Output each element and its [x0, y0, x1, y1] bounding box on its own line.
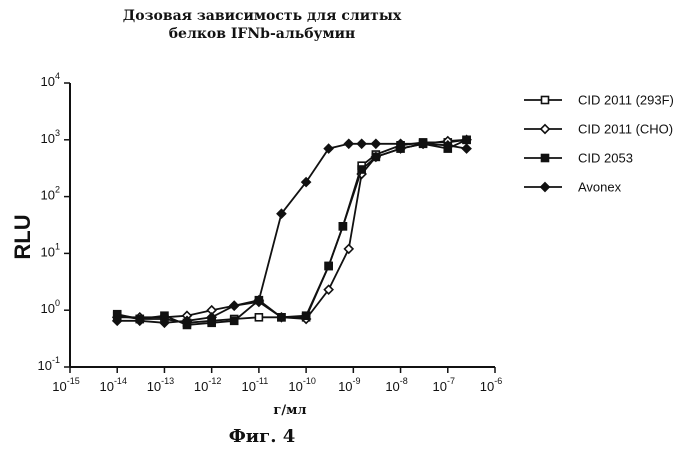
y-tick-label: 103 [41, 128, 60, 146]
data-point [358, 166, 365, 173]
legend-marker [541, 125, 549, 133]
data-point [278, 314, 285, 321]
legend-item: CID 2053 [524, 151, 633, 166]
legend-item: Avonex [524, 180, 622, 195]
series-1 [113, 136, 471, 324]
y-tick-label: 104 [41, 71, 60, 89]
x-tick-label: 10-12 [194, 376, 221, 394]
y-tick-label: 101 [41, 241, 60, 259]
series-line [117, 144, 466, 323]
data-point [230, 302, 238, 310]
chart-title-line1: Дозовая зависимость для слитых [123, 8, 402, 24]
data-point [325, 263, 332, 270]
legend-label: CID 2011 (293F) [578, 93, 674, 108]
x-tick-label: 10-9 [338, 376, 360, 394]
plot-area [113, 136, 471, 329]
axes: 104 103 102 101 100 10-1 10-15 10-14 10-13 10-12 1… [38, 71, 503, 394]
y-tick-label: 102 [41, 185, 60, 203]
data-point [231, 317, 238, 324]
data-point [255, 314, 262, 321]
data-point [357, 140, 365, 148]
data-point [463, 136, 470, 143]
series-0 [114, 136, 470, 326]
x-tick-label: 10-8 [385, 376, 407, 394]
series-line [117, 140, 466, 319]
legend: CID 2011 (293F) CID 2011 (CHO) CID 2053 Avo… [524, 93, 674, 195]
data-point [462, 144, 470, 152]
data-point [345, 140, 353, 148]
data-point [339, 223, 346, 230]
data-point [372, 153, 379, 160]
series-line [117, 140, 466, 323]
x-tick-label: 10-15 [52, 376, 79, 394]
data-point [303, 312, 310, 319]
legend-label: CID 2053 [578, 151, 633, 166]
figure-caption: Фиг. 4 [229, 426, 296, 447]
x-axis-label: г/мл [273, 403, 306, 418]
y-tick-label: 10-1 [38, 355, 60, 373]
x-tick-label: 10-11 [241, 376, 268, 394]
legend-marker [542, 155, 549, 162]
x-tick-label: 10-10 [288, 376, 315, 394]
legend-marker [541, 183, 549, 191]
data-point [372, 140, 380, 148]
x-tick-label: 10-14 [99, 376, 126, 394]
chart-title-line2: белков IFNb-альбумин [169, 26, 356, 42]
x-tick-label: 10-13 [147, 376, 174, 394]
legend-label: CID 2011 (CHO) [578, 122, 673, 137]
legend-item: CID 2011 (CHO) [524, 122, 673, 137]
y-axis-label: RLU [10, 214, 35, 259]
y-tick-label: 100 [41, 298, 60, 316]
legend-item: CID 2011 (293F) [524, 93, 674, 108]
data-point [345, 245, 353, 253]
legend-marker [542, 97, 549, 104]
x-tick-label: 10-6 [480, 376, 502, 394]
series-line [117, 140, 466, 325]
series-3 [113, 140, 471, 327]
x-tick-label: 10-7 [433, 376, 455, 394]
series-2 [114, 136, 470, 328]
legend-label: Avonex [578, 180, 622, 195]
